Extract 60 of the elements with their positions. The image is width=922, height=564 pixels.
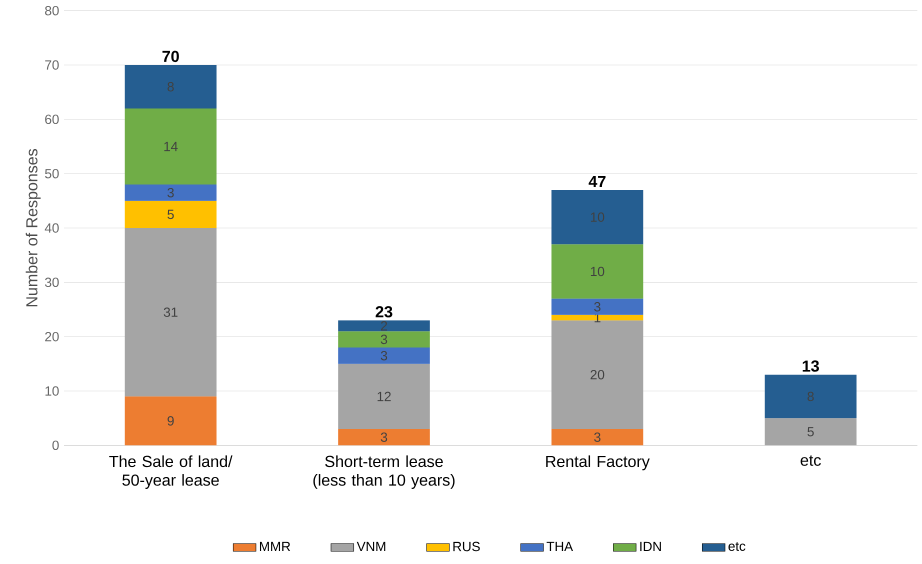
legend-label: MMR: [260, 542, 290, 552]
data-label: 5: [807, 427, 814, 436]
bar: [124, 396, 217, 446]
data-label: 10: [590, 212, 604, 222]
x-tick-label: The Sale of land/ 50-year lease: [109, 455, 232, 489]
total-label: 13: [802, 360, 819, 372]
y-tick-label: 0: [52, 440, 59, 450]
bar: [338, 364, 430, 430]
bar: [764, 418, 857, 446]
y-axis-title: Number of Responses: [26, 149, 41, 306]
data-label: 3: [380, 350, 388, 360]
data-label: 3: [380, 334, 388, 344]
data-label: 10: [590, 266, 604, 276]
total-label: 47: [588, 176, 606, 188]
data-label: 8: [808, 392, 814, 402]
legend-label: etc: [728, 542, 746, 551]
legend-label: RUS: [453, 542, 480, 552]
y-tick-label: 40: [44, 223, 59, 233]
x-tick-label: Short-term lease (less than 10 years): [313, 455, 455, 489]
bar: [338, 429, 430, 446]
bar: [124, 108, 217, 185]
total-label: 70: [162, 50, 179, 62]
legend-label: VNM: [356, 542, 386, 552]
total-label: 23: [376, 306, 392, 318]
data-label: 8: [168, 82, 174, 92]
bar: [551, 314, 644, 320]
bar: [124, 184, 217, 201]
data-label: 3: [594, 432, 600, 442]
data-label: 2: [380, 321, 388, 330]
y-tick-label: 30: [44, 278, 59, 288]
y-tick-label: 80: [45, 6, 59, 16]
data-label: 9: [168, 416, 174, 426]
y-tick-label: 70: [45, 60, 59, 70]
bar: [551, 429, 644, 446]
bar: [338, 331, 430, 348]
x-tick-label: etc: [800, 455, 821, 466]
data-label: 20: [590, 370, 604, 380]
bar: [338, 320, 430, 332]
data-label: 3: [167, 188, 174, 198]
y-tick-label: 60: [45, 114, 59, 124]
bar: [124, 65, 217, 108]
bar: [551, 298, 644, 315]
x-tick-label: Rental Factory: [546, 455, 650, 470]
data-label: 3: [594, 302, 600, 312]
data-label: 31: [164, 307, 178, 317]
data-label: 3: [380, 432, 388, 442]
bar: [764, 374, 857, 418]
bar: [124, 200, 217, 228]
y-tick-label: 10: [45, 386, 59, 396]
y-tick-label: 20: [45, 332, 59, 342]
data-label: 5: [168, 210, 174, 220]
bar: [551, 190, 644, 244]
data-label: 14: [164, 142, 178, 152]
bar: [551, 244, 644, 299]
bar: [124, 228, 217, 396]
legend-label: IDN: [640, 542, 661, 552]
bar: [338, 348, 430, 364]
data-label: 12: [378, 392, 391, 402]
legend-label: THA: [546, 542, 574, 552]
y-tick-label: 50: [45, 168, 59, 178]
